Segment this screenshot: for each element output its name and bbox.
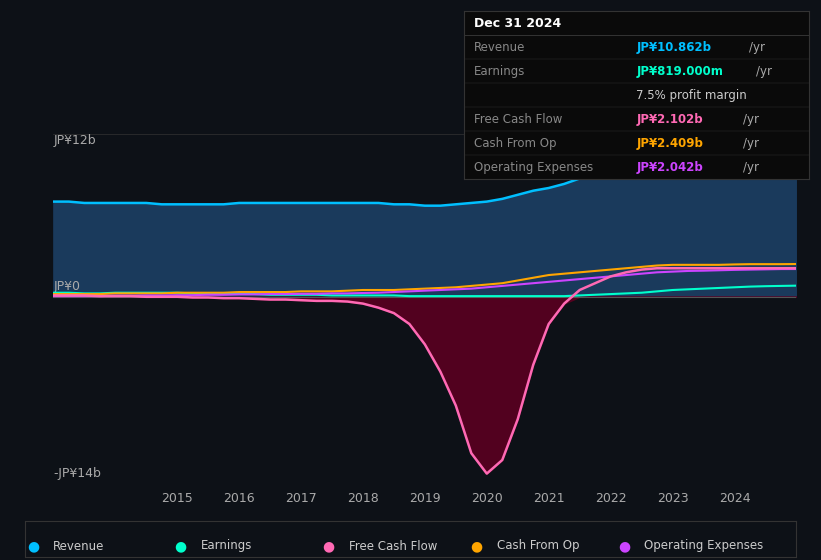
Text: Cash From Op: Cash From Op: [497, 539, 579, 553]
Text: JP¥2.409b: JP¥2.409b: [636, 137, 707, 150]
Text: -JP¥14b: -JP¥14b: [53, 468, 101, 480]
Text: ●: ●: [470, 539, 482, 553]
Text: JP¥0: JP¥0: [53, 280, 80, 293]
Text: ●: ●: [175, 539, 186, 553]
Text: JP¥819.000m: JP¥819.000m: [636, 65, 727, 78]
Text: /yr: /yr: [743, 161, 759, 174]
Text: 7.5% profit margin: 7.5% profit margin: [636, 88, 747, 102]
Text: Earnings: Earnings: [475, 65, 525, 78]
Text: /yr: /yr: [750, 41, 765, 54]
Text: JP¥12b: JP¥12b: [53, 134, 96, 147]
Text: Operating Expenses: Operating Expenses: [644, 539, 764, 553]
Text: JP¥10.862b: JP¥10.862b: [636, 41, 715, 54]
Text: Dec 31 2024: Dec 31 2024: [475, 17, 562, 30]
Text: ●: ●: [323, 539, 334, 553]
Text: Operating Expenses: Operating Expenses: [475, 161, 594, 174]
Text: Revenue: Revenue: [475, 41, 525, 54]
Text: Revenue: Revenue: [53, 539, 105, 553]
Text: ●: ●: [27, 539, 39, 553]
Text: /yr: /yr: [755, 65, 772, 78]
Text: Free Cash Flow: Free Cash Flow: [475, 113, 562, 125]
Text: JP¥2.042b: JP¥2.042b: [636, 161, 707, 174]
Text: /yr: /yr: [743, 137, 759, 150]
Text: JP¥2.102b: JP¥2.102b: [636, 113, 707, 125]
Text: /yr: /yr: [743, 113, 759, 125]
Text: Cash From Op: Cash From Op: [475, 137, 557, 150]
Text: Earnings: Earnings: [201, 539, 253, 553]
Text: ●: ●: [618, 539, 630, 553]
Text: Free Cash Flow: Free Cash Flow: [349, 539, 438, 553]
